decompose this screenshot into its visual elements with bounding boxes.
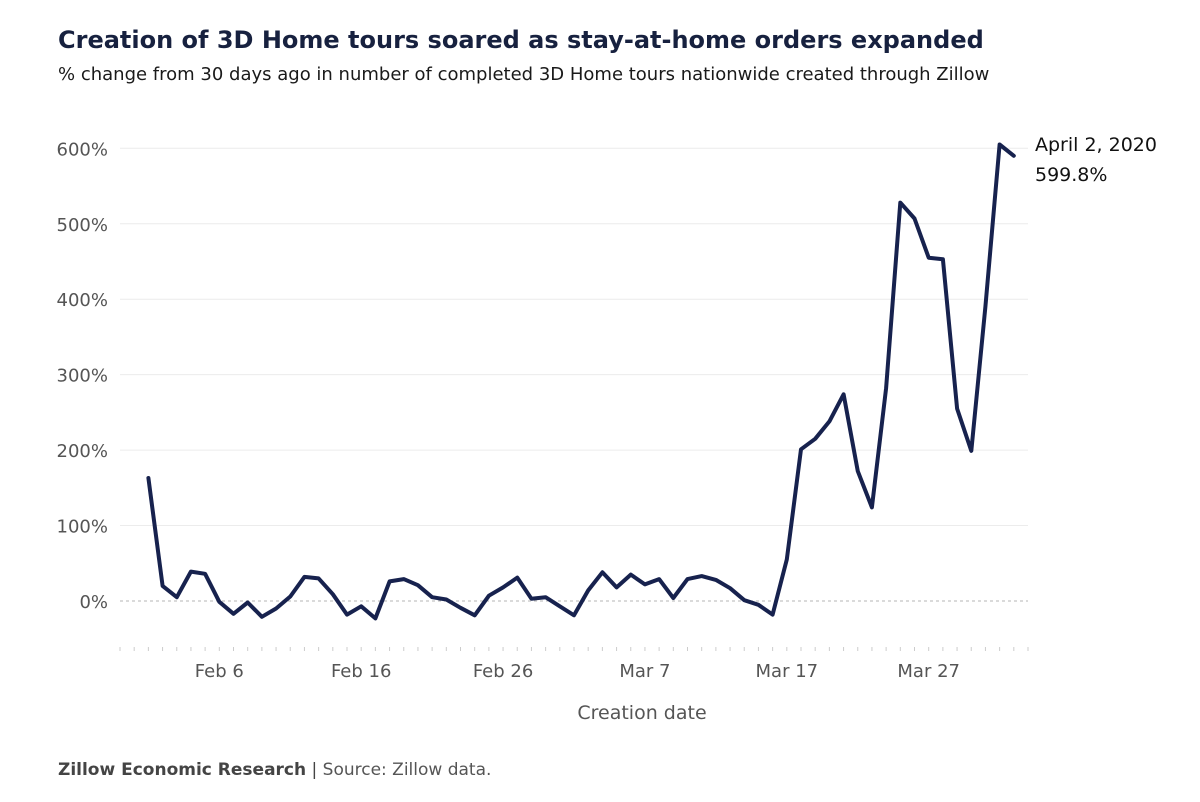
- chart-subtitle: % change from 30 days ago in number of c…: [58, 64, 990, 85]
- y-tick-label-200: 200%: [57, 441, 108, 462]
- chart-title: Creation of 3D Home tours soared as stay…: [58, 26, 984, 54]
- footer-credit: Zillow Economic Research | Source: Zillo…: [58, 760, 491, 780]
- gridlines: [120, 147, 1028, 602]
- x-tick-label-4: Mar 17: [756, 661, 819, 682]
- x-axis-title: Creation date: [577, 702, 706, 724]
- last-point-value-label: 599.8%: [1035, 164, 1107, 186]
- footer-org: Zillow Economic Research: [58, 760, 307, 780]
- series-group: [146, 142, 1016, 621]
- y-tick-label-0: 0%: [79, 592, 108, 613]
- x-tick-label-0: Feb 6: [195, 661, 244, 682]
- last-point-date-label: April 2, 2020: [1035, 134, 1157, 156]
- x-tick-label-2: Feb 26: [473, 661, 534, 682]
- y-tick-label-100: 100%: [57, 517, 108, 538]
- y-tick-label-300: 300%: [57, 366, 108, 387]
- y-tick-label-500: 500%: [57, 215, 108, 236]
- y-axis-labels: 0% 100% 200% 300% 400% 500% 600%: [57, 139, 108, 613]
- x-axis-labels: Feb 6 Feb 16 Feb 26 Mar 7 Mar 17 Mar 27: [195, 661, 960, 682]
- y-tick-label-600: 600%: [57, 139, 108, 160]
- footer-separator: |: [311, 760, 318, 780]
- x-tick-label-3: Mar 7: [619, 661, 670, 682]
- footer-source: Source: Zillow data.: [322, 760, 492, 780]
- x-tick-label-5: Mar 27: [897, 661, 960, 682]
- x-tick-label-1: Feb 16: [331, 661, 392, 682]
- x-axis-ticks: [119, 647, 1029, 651]
- y-tick-label-400: 400%: [57, 290, 108, 311]
- series-line-0: [146, 142, 1016, 621]
